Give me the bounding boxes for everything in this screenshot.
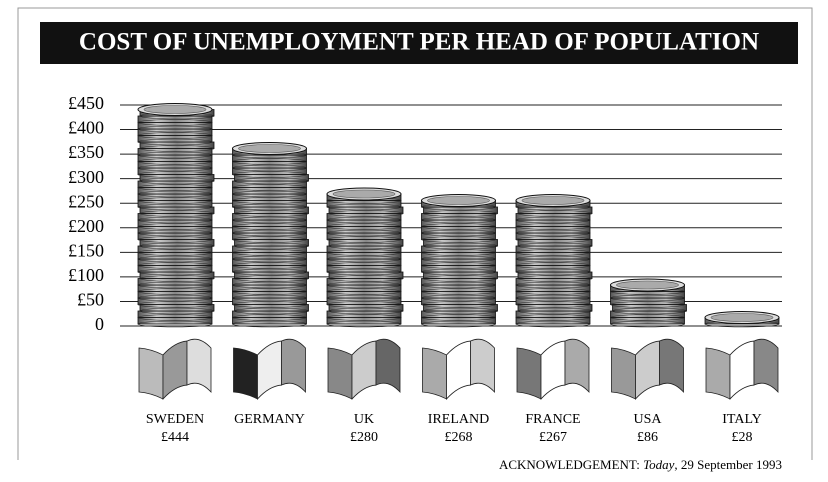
y-tick-label: £100 bbox=[68, 265, 104, 285]
x-tick-label: SWEDEN bbox=[146, 412, 204, 427]
coin-stack bbox=[611, 279, 687, 327]
flag-stripe bbox=[636, 341, 660, 399]
flag-stripe bbox=[447, 341, 471, 399]
coin-face bbox=[711, 314, 773, 322]
flag-stripe bbox=[471, 339, 495, 392]
coin-face bbox=[522, 197, 584, 205]
flag-stripe bbox=[517, 348, 541, 399]
frame bbox=[18, 8, 812, 460]
x-tick-label: ITALY bbox=[722, 412, 761, 427]
source-label: ACKNOWLEDGEMENT: bbox=[499, 457, 643, 472]
chart-title: COST OF UNEMPLOYMENT PER HEAD OF POPULAT… bbox=[79, 29, 759, 56]
coin-stack bbox=[233, 143, 309, 328]
coin-stack bbox=[138, 104, 214, 328]
flag-stripe bbox=[234, 348, 258, 399]
coin-face bbox=[239, 145, 301, 153]
y-tick-label: £450 bbox=[68, 93, 104, 113]
value-label: £444 bbox=[161, 430, 189, 445]
source-date: , 29 September 1993 bbox=[674, 457, 782, 472]
x-tick-label: GERMANY bbox=[234, 412, 305, 427]
flag-stripe bbox=[258, 341, 282, 399]
flag-stripe bbox=[730, 341, 754, 399]
chart: COST OF UNEMPLOYMENT PER HEAD OF POPULAT… bbox=[0, 0, 828, 482]
source: ACKNOWLEDGEMENT: Today, 29 September 199… bbox=[499, 457, 782, 472]
flag-stripe bbox=[328, 348, 352, 399]
flag-stripe bbox=[352, 341, 376, 399]
y-tick-label: £300 bbox=[68, 167, 104, 187]
value-label: £280 bbox=[350, 430, 378, 445]
flag-stripe bbox=[541, 341, 565, 399]
x-tick-label: UK bbox=[354, 412, 374, 427]
flag-stripe bbox=[565, 339, 589, 392]
coin-stack bbox=[422, 195, 498, 328]
y-tick-label: £250 bbox=[68, 191, 104, 211]
coin-stack bbox=[705, 312, 779, 328]
x-tick-label: FRANCE bbox=[525, 412, 580, 427]
flag-stripe bbox=[163, 341, 187, 399]
coin-stack bbox=[516, 195, 592, 328]
y-tick-label: £200 bbox=[68, 216, 104, 236]
flag-stripe bbox=[139, 348, 163, 399]
flag-stripe bbox=[423, 348, 447, 399]
y-tick-label: £400 bbox=[68, 118, 104, 138]
value-label: £268 bbox=[445, 430, 473, 445]
y-tick-label: £50 bbox=[77, 290, 104, 310]
x-tick-label: IRELAND bbox=[428, 412, 489, 427]
y-tick-label: £150 bbox=[68, 240, 104, 260]
coin-stack bbox=[327, 188, 403, 327]
flag-stripe bbox=[187, 339, 211, 392]
flag-stripe bbox=[282, 339, 306, 392]
flag-stripe bbox=[754, 339, 778, 392]
y-tick-label: £350 bbox=[68, 142, 104, 162]
x-tick-label: USA bbox=[633, 412, 662, 427]
flag-stripe bbox=[612, 348, 636, 399]
flag-stripe bbox=[376, 339, 400, 392]
coin-face bbox=[617, 281, 679, 289]
flag-stripe bbox=[660, 339, 684, 392]
y-tick-label: 0 bbox=[95, 314, 104, 334]
source-publication: Today bbox=[643, 457, 675, 472]
coin-face bbox=[333, 190, 395, 198]
coin-face bbox=[428, 197, 490, 205]
value-label: £86 bbox=[637, 430, 658, 445]
coin-face bbox=[144, 106, 206, 114]
value-label: £28 bbox=[732, 430, 753, 445]
value-label: £267 bbox=[539, 430, 567, 445]
flag-stripe bbox=[706, 348, 730, 399]
